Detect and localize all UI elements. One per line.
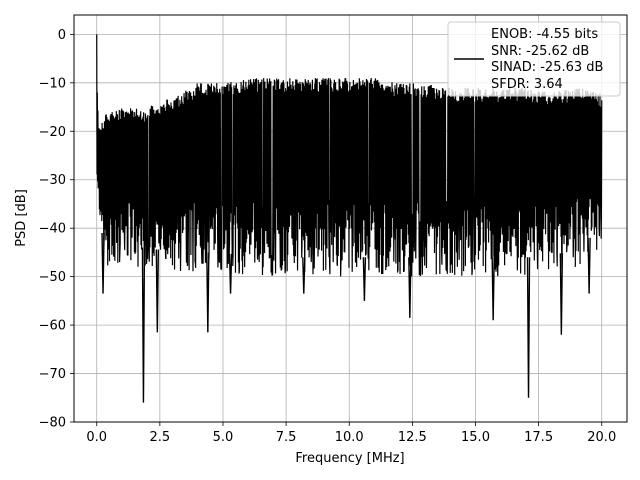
psd-dip <box>228 253 233 294</box>
psd-dip <box>362 257 367 301</box>
psd-series-line <box>96 34 603 277</box>
legend-box <box>447 21 621 97</box>
x-tick-label: 5.0 <box>213 430 234 445</box>
x-tick-label: 7.5 <box>276 430 297 445</box>
legend-entry-snr: SNR: -25.62 dB <box>491 44 589 59</box>
x-tick-label: 12.5 <box>398 430 427 445</box>
legend-entry-enob: ENOB: -4.55 bits <box>491 27 598 42</box>
x-tick-label: 17.5 <box>524 430 553 445</box>
psd-dip <box>141 247 146 403</box>
y-axis-label: PSD [dB] <box>14 189 29 247</box>
psd-dip <box>491 257 495 321</box>
psd-dip <box>559 253 564 335</box>
y-tick-label: −80 <box>39 416 66 431</box>
x-tick-label: 15.0 <box>461 430 490 445</box>
legend-entry-sinad: SINAD: -25.63 dB <box>491 60 603 75</box>
x-axis-label: Frequency [MHz] <box>295 451 404 466</box>
y-tick-label: −30 <box>39 173 66 188</box>
legend: ENOB: -4.55 bits SNR: -25.62 dB SINAD: -… <box>447 21 621 97</box>
y-tick-label: −40 <box>39 222 66 237</box>
psd-dip <box>408 257 412 318</box>
y-tick-label: −60 <box>39 319 66 334</box>
x-tick-label: 10.0 <box>335 430 364 445</box>
psd-dip <box>155 249 160 333</box>
y-tick-label: −20 <box>39 125 66 140</box>
y-tick-label: −10 <box>39 76 66 91</box>
psd-dip <box>302 257 306 294</box>
y-tick-label: 0 <box>58 28 66 43</box>
psd-dip <box>101 233 105 294</box>
axis-ticks: 0.0 2.5 5.0 7.5 10.0 12.5 15.0 17.5 20.0 0 −10 −20 −… <box>39 28 617 445</box>
x-tick-label: 0.0 <box>86 430 107 445</box>
psd-dip <box>206 252 210 333</box>
psd-series <box>96 34 603 403</box>
x-tick-label: 2.5 <box>150 430 171 445</box>
y-tick-label: −50 <box>39 270 66 285</box>
x-tick-label: 20.0 <box>587 430 616 445</box>
plot-frame <box>73 14 628 423</box>
y-tick-label: −70 <box>39 367 66 382</box>
psd-dip <box>526 257 531 398</box>
psd-dip <box>587 237 591 294</box>
legend-entry-sfdr: SFDR: 3.64 <box>491 77 563 92</box>
